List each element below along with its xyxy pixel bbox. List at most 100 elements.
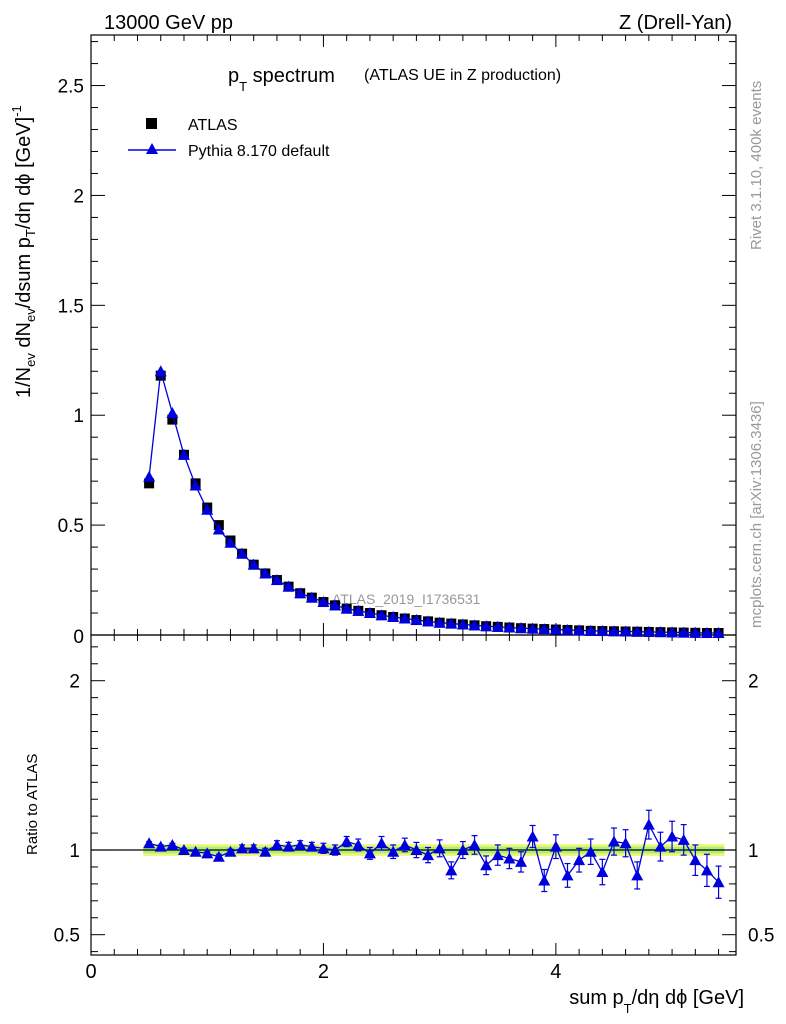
mc-point [294,587,307,599]
mc-point [677,626,690,638]
ratio-y-tick-label-right: 1 [748,841,759,862]
ratio-point [596,866,609,878]
mc-point [619,625,632,637]
plot-title-rest: spectrum [247,65,335,87]
ratio-point [398,838,411,850]
legend-marker-mc [146,143,158,154]
mc-point [607,625,620,637]
y-tick-label: 1.5 [58,296,84,317]
header-right: Z (Drell-Yan) [619,12,732,34]
ratio-point [340,835,353,847]
mc-point [700,627,713,639]
mc-point [352,604,365,616]
plot-subtitle: (ATLAS UE in Z production) [364,67,561,84]
mc-point [549,623,562,635]
ratio-point [177,844,190,856]
main-series [143,365,725,639]
ratio-point [526,830,539,842]
ratio-point [689,854,702,866]
y-tick-label: 1 [73,406,84,427]
mc-point [515,622,527,634]
ratio-point [305,840,318,852]
plot-title: pT spectrum [228,65,335,94]
ratio-point [166,838,179,850]
ratio-point [294,838,307,850]
ratio-point [247,842,260,854]
ratio-panel-frame [90,634,737,956]
mc-point [468,619,481,631]
mc-point [480,620,493,632]
legend-label-mc: Pythia 8.170 default [188,143,330,160]
mc-point [236,547,249,559]
ratio-y-tick-label-right: 2 [748,672,759,693]
mc-point [503,621,516,633]
legend-marker-atlas [146,118,157,129]
ratio-point [329,844,342,856]
mc-point [247,558,260,570]
y-tick-label: 0 [73,627,84,648]
ratio-point [666,830,679,842]
mc-point [259,567,272,579]
header-left: 13000 GeV pp [104,12,233,34]
mc-point [387,610,400,622]
main-ylabel: 1/Nev dNev/dsum pT/dη dϕ [GeV]-1 [9,105,38,398]
mc-point [329,599,342,611]
ratio-y-tick-label-right: 0.5 [748,926,774,947]
mc-point [584,624,597,636]
ratio-point [259,845,272,857]
ratio-y-tick-label: 0.5 [54,926,80,947]
y-tick-label: 0.5 [58,516,84,537]
mc-point [224,536,237,548]
ratio-point [224,845,237,857]
mc-point [375,609,388,621]
atlas-point [167,414,178,425]
mc-point [270,574,283,586]
ratio-point [642,818,655,830]
ratio-point [143,837,156,849]
mc-point [154,365,167,377]
ratio-point [387,845,400,857]
ratio-point [619,837,632,849]
ratio-point [631,869,644,881]
ratio-point [201,847,214,859]
ratio-point [561,869,574,881]
ratio-point [700,864,713,876]
mc-point [212,523,225,535]
rivet-label: Rivet 3.1.10, 400k events [748,81,765,250]
mc-point [363,607,376,619]
ratio-point [422,849,435,861]
ratio-point [352,838,365,850]
mc-point [712,627,725,639]
mc-point [166,407,179,419]
mc-point [282,580,295,592]
ratio-y-tick-label: 2 [69,672,80,693]
ratio-point [549,840,562,852]
ratio-point [212,850,225,862]
mc-point [189,479,202,491]
ratio-point [317,842,330,854]
ratio-point [491,849,504,861]
mc-point [340,602,353,614]
mc-point [410,614,423,626]
ratio-point [445,864,458,876]
ratio-point [515,855,527,867]
ratio-ylabel: Ratio to ATLAS [24,754,41,855]
ratio-point [468,838,481,850]
x-axis-label: sum pT/dη dϕ [GeV] [569,987,744,1016]
y-tick-label: 2.5 [58,77,84,98]
mc-point [433,616,446,628]
mc-point [177,448,190,460]
ratio-point [154,840,167,852]
mc-point [666,626,679,638]
ratio-point [538,874,551,886]
plot-title-sub: T [239,79,247,94]
ratio-point [282,840,295,852]
mc-point [491,620,504,632]
ratio-point [503,852,516,864]
x-tick-label: 2 [318,961,329,983]
mc-point [456,618,469,630]
ratio-point [677,833,690,845]
y-tick-label: 2 [73,186,84,207]
mc-point [422,615,435,627]
